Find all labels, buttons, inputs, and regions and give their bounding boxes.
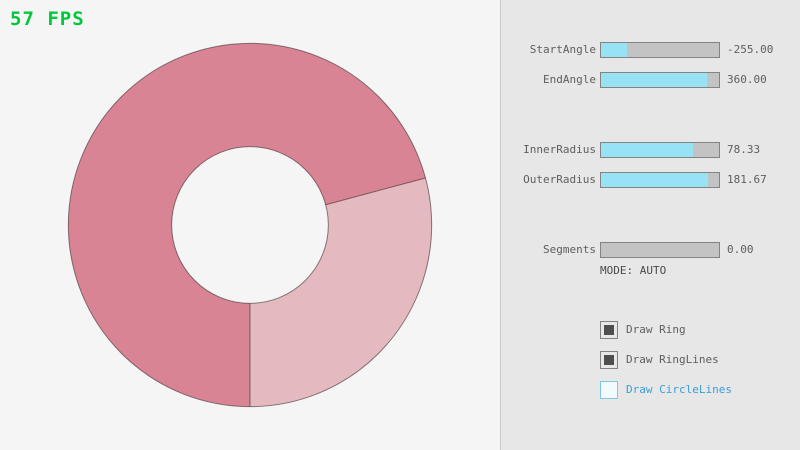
- outerradius-label: OuterRadius: [523, 173, 596, 186]
- segments-slider[interactable]: [600, 242, 720, 258]
- outerradius-slider-fill: [601, 173, 709, 187]
- outerradius-slider[interactable]: [600, 172, 720, 188]
- startangle-slider[interactable]: [600, 42, 720, 58]
- innerradius-slider[interactable]: [600, 142, 720, 158]
- innerradius-value: 78.33: [727, 143, 761, 156]
- segments-value: 0.00: [727, 243, 754, 256]
- draw-ringlines-checkbox[interactable]: [600, 351, 618, 369]
- draw-ringlines-checkbox-check: [604, 355, 614, 365]
- endangle-slider-fill: [601, 73, 708, 87]
- segments-mode-text: MODE: AUTO: [600, 264, 667, 277]
- outerradius-value: 181.67: [727, 173, 767, 186]
- draw-circlelines-checkbox[interactable]: [600, 381, 618, 399]
- fps-counter: 57 FPS: [10, 8, 85, 30]
- innerradius-label: InnerRadius: [523, 143, 596, 156]
- draw-ring-checkbox[interactable]: [600, 321, 618, 339]
- draw-circlelines-label: Draw CircleLines: [626, 383, 732, 396]
- segments-label: Segments: [543, 243, 596, 256]
- draw-ring-checkbox-check: [604, 325, 614, 335]
- startangle-slider-fill: [601, 43, 627, 57]
- endangle-label: EndAngle: [543, 73, 596, 86]
- innerradius-slider-fill: [601, 143, 694, 157]
- draw-ring-label: Draw Ring: [626, 323, 686, 336]
- startangle-label: StartAngle: [529, 43, 596, 56]
- startangle-value: -255.00: [727, 43, 774, 56]
- draw-ringlines-label: Draw RingLines: [626, 353, 719, 366]
- endangle-slider[interactable]: [600, 72, 720, 88]
- endangle-value: 360.00: [727, 73, 767, 86]
- controls-panel: [500, 0, 800, 450]
